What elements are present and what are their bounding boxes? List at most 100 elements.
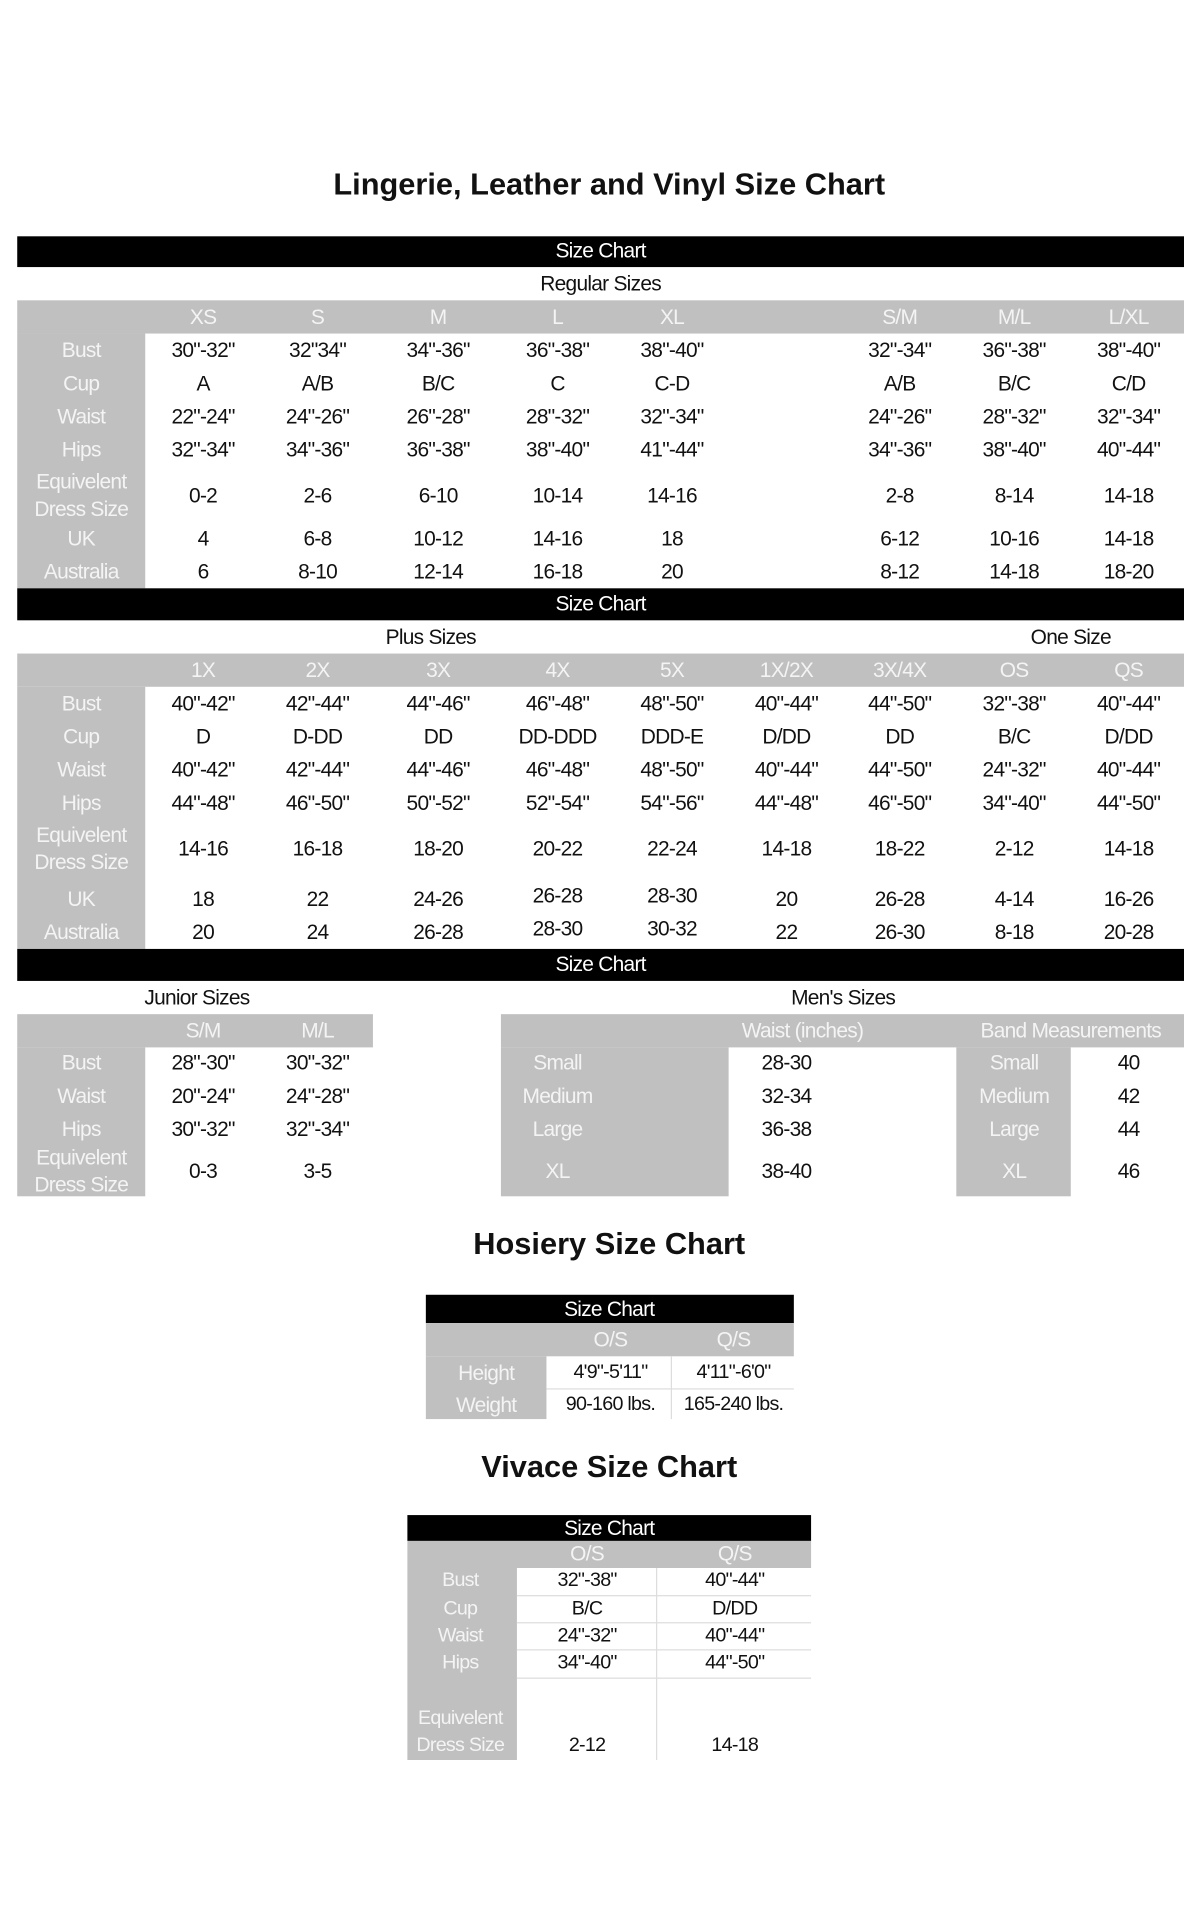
table-cell: 10-16 <box>989 526 1040 551</box>
table-cell: 40"-42" <box>171 691 235 716</box>
table-cell: 14-18 <box>989 560 1040 584</box>
table-cell: 42"-44" <box>285 691 350 716</box>
table-cell: 44"-46" <box>406 691 471 716</box>
table-cell: 40"-44" <box>754 758 819 782</box>
row-label: XL <box>1002 1159 1027 1183</box>
table-cell: 34"-36" <box>285 438 350 462</box>
table-cell: 40"-44" <box>1097 691 1161 716</box>
table-cell: 46"-48" <box>525 758 590 782</box>
table-cell: 40"-42" <box>171 758 235 782</box>
table-cell: 28"-30" <box>171 1051 235 1075</box>
column-header: Q/S <box>717 1542 753 1566</box>
table-cell: 10-14 <box>532 483 584 508</box>
row-label: Equivelent <box>36 823 127 847</box>
table-cell: 44"-48" <box>171 791 235 815</box>
table-cell: 18 <box>661 526 684 551</box>
table-cell: 8-12 <box>880 560 920 584</box>
size-chart-header-bar <box>17 236 1185 268</box>
table-cell: 165-240 lbs. <box>683 1393 784 1415</box>
mens-column-header-row <box>500 1014 1185 1048</box>
table-cell: 24"-26" <box>285 405 350 429</box>
row-label: Waist <box>57 1084 106 1108</box>
table-cell: A/B <box>301 371 334 396</box>
table-cell: 8-18 <box>994 920 1035 945</box>
table-cell: A/B <box>883 371 916 396</box>
mens-size-label-column <box>500 1047 729 1197</box>
row-label: Equivelent <box>418 1707 503 1729</box>
table-cell: 22 <box>775 920 799 945</box>
row-label: Cup <box>63 371 100 396</box>
table-cell: 8-10 <box>298 560 338 584</box>
table-cell: 32"-34" <box>285 1117 350 1142</box>
row-label: Dress Size <box>34 497 129 521</box>
row-label: Hips <box>61 438 102 462</box>
column-header: QS <box>1114 658 1144 682</box>
table-cell: 34"-40" <box>982 791 1047 815</box>
table-cell: 12-14 <box>413 560 464 584</box>
table-cell: 3-5 <box>303 1159 333 1183</box>
table-cell: 30-32 <box>647 917 698 941</box>
table-cell: 16-18 <box>292 837 344 861</box>
table-cell: 32"-34" <box>640 405 704 429</box>
table-cell: 54"-56" <box>640 791 704 815</box>
column-header: Q/S <box>716 1328 752 1352</box>
column-header: Waist (inches) <box>741 1019 864 1043</box>
table-cell: 38"-40" <box>982 438 1047 462</box>
section-subtitle: One Size <box>1030 625 1112 649</box>
table-cell: 32"-38" <box>557 1569 617 1591</box>
row-divider <box>516 1622 812 1624</box>
column-header: 1X <box>191 658 216 682</box>
table-cell: 22-24 <box>647 837 698 861</box>
size-chart-header-bar <box>17 588 1185 621</box>
row-label: Large <box>989 1117 1040 1142</box>
table-cell: 40 <box>1117 1051 1141 1075</box>
row-label: Height <box>458 1361 515 1385</box>
row-label: Small <box>989 1051 1039 1075</box>
column-divider <box>670 1356 673 1420</box>
row-label: Cup <box>63 725 100 749</box>
table-cell: 26-28 <box>413 920 464 945</box>
table-cell: 10-12 <box>413 526 464 551</box>
column-header: XS <box>189 305 217 329</box>
table-cell: 28-30 <box>761 1051 813 1075</box>
table-cell: 4 <box>197 526 210 551</box>
column-header: O/S <box>570 1542 605 1566</box>
table-cell: 48"-50" <box>640 758 704 782</box>
hosiery-title: Hosiery Size Chart <box>473 1226 746 1262</box>
row-label: Equivelent <box>36 1145 127 1170</box>
table-cell: 20 <box>661 560 684 584</box>
row-divider <box>516 1595 812 1597</box>
table-cell: 44"-50" <box>868 758 932 782</box>
table-cell: 26"-28" <box>406 405 471 429</box>
mens-band-label-column <box>956 1047 1071 1197</box>
table-cell: 30"-32" <box>171 1117 235 1142</box>
table-cell: 24"-26" <box>868 405 932 429</box>
table-cell: 32"-38" <box>982 691 1047 716</box>
table-cell: 24 <box>306 920 330 945</box>
row-label: UK <box>67 526 96 551</box>
table-cell: 4'9"-5'11" <box>573 1361 648 1383</box>
table-cell: 42"-44" <box>285 758 350 782</box>
table-cell: 48"-50" <box>640 691 704 716</box>
table-cell: 2-6 <box>303 483 333 508</box>
row-divider <box>516 1649 812 1651</box>
column-header: XL <box>659 305 685 329</box>
section-subtitle: Junior Sizes <box>144 985 250 1010</box>
table-cell: 18-20 <box>1103 560 1155 584</box>
table-cell: 26-30 <box>874 920 926 945</box>
size-chart-header-bar <box>407 1515 812 1541</box>
size-chart-header-bar <box>425 1294 794 1324</box>
table-cell: 36"-38" <box>406 438 471 462</box>
table-cell: 26-28 <box>874 887 926 911</box>
table-cell: 26-28 <box>532 883 584 908</box>
junior-row-label-column <box>17 1047 146 1197</box>
row-label: Medium <box>979 1084 1050 1108</box>
table-cell: DD <box>423 725 454 749</box>
row-label: Cup <box>443 1598 478 1620</box>
row-divider <box>546 1388 794 1390</box>
table-cell: D/DD <box>762 725 811 749</box>
row-label: Hips <box>61 791 102 815</box>
table-cell: 46"-50" <box>285 791 350 815</box>
size-chart-header: Size Chart <box>564 1516 655 1540</box>
table-cell: 0-2 <box>189 483 218 508</box>
